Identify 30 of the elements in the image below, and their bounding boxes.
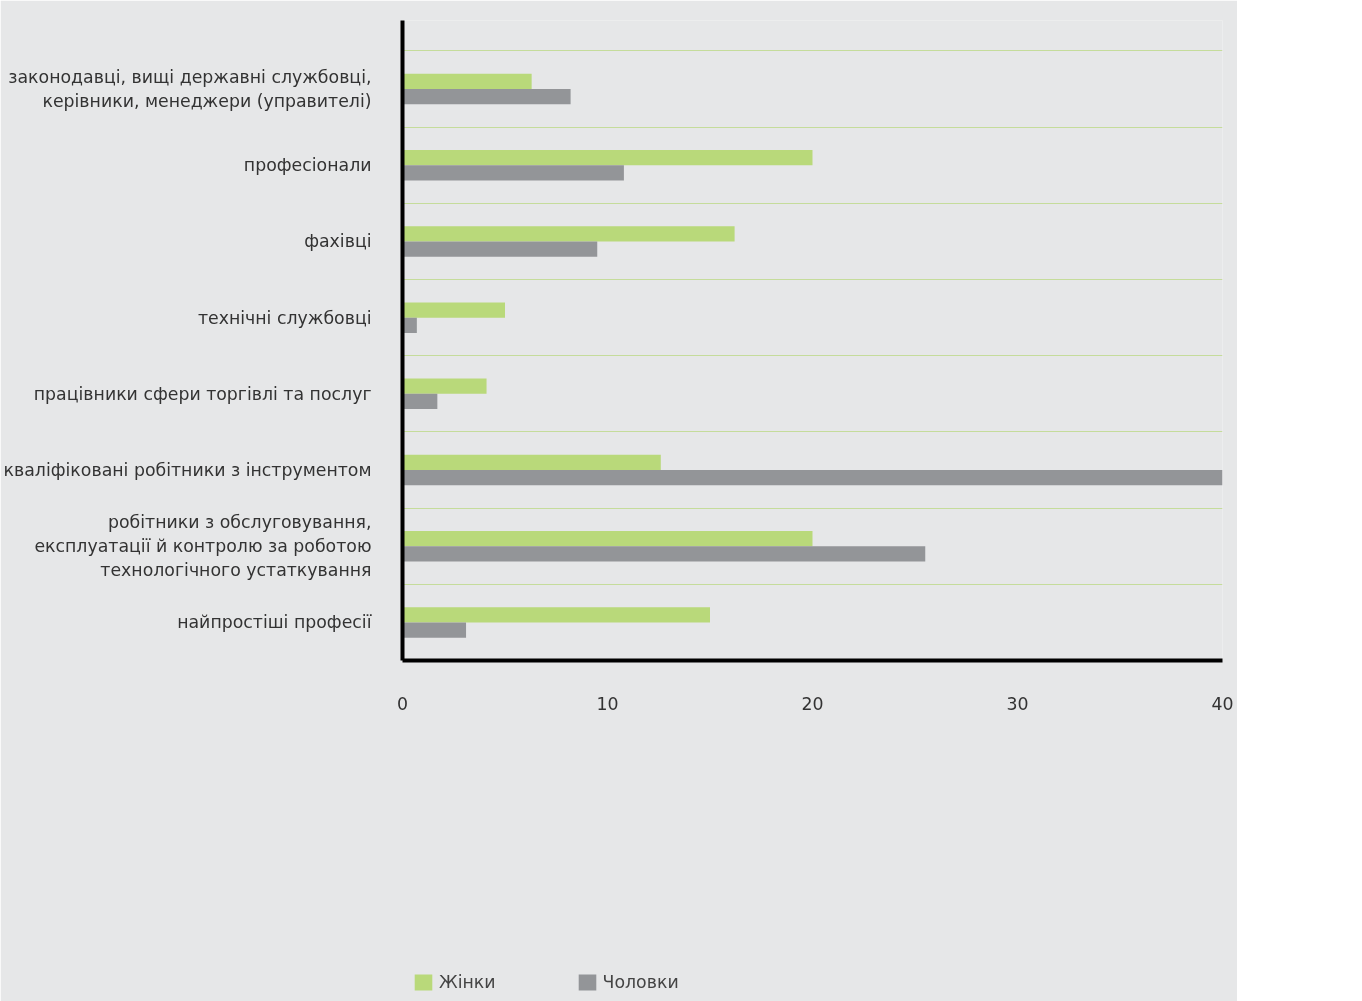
bar	[402, 622, 467, 638]
x-tick-label: 40	[1211, 693, 1234, 714]
x-tick-label: 30	[1006, 693, 1029, 714]
y-tick-label: професіонали	[243, 155, 372, 176]
bar	[402, 607, 710, 623]
bar	[402, 302, 505, 318]
bar	[402, 73, 532, 90]
bar	[402, 530, 813, 547]
bar	[402, 454, 661, 471]
bar	[402, 546, 926, 562]
legend-label: Жінки	[439, 972, 496, 992]
y-tick-label: технічні службовці	[197, 307, 372, 328]
bar	[402, 378, 487, 394]
bar	[402, 241, 598, 257]
bar	[402, 89, 571, 105]
x-tick-label: 10	[596, 693, 619, 714]
bar	[402, 150, 813, 166]
y-tick-label: працівники сфери торгівлі та послуг	[33, 383, 372, 404]
x-tick-label: 0	[396, 693, 409, 714]
bar	[402, 470, 1223, 486]
y-tick-label: робітники з обслуговування, експлуатації й контролю за роботою технологічного устаткування	[34, 512, 372, 581]
legend-label: Чоловки	[602, 972, 679, 992]
bar	[402, 165, 624, 181]
bar	[402, 226, 735, 242]
y-tick-label: найпростіші професії	[177, 612, 372, 633]
y-tick-label: фахівці	[304, 231, 372, 252]
y-tick-label: законодавці, вищі державні службовці, керівники, менеджери (управителі)	[8, 67, 372, 112]
bar	[402, 393, 438, 410]
y-tick-label: кваліфіковані робітники з інструментом	[3, 460, 372, 481]
x-tick-label: 20	[801, 693, 824, 714]
